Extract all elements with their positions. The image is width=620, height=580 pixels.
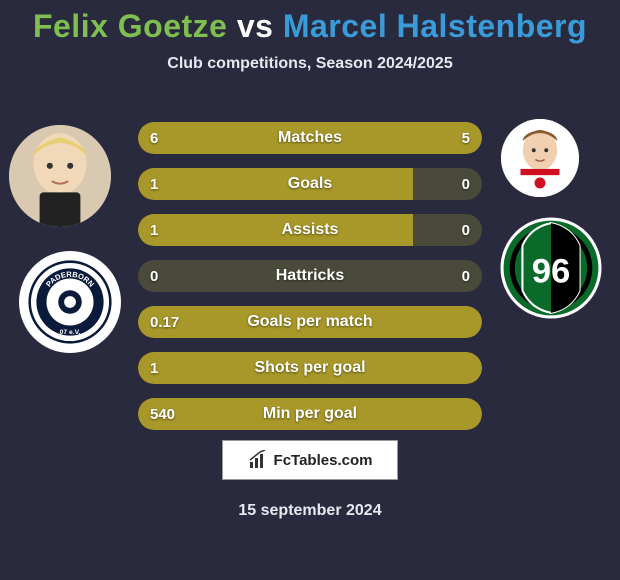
stat-label: Goals (138, 175, 482, 193)
stat-label: Goals per match (138, 313, 482, 331)
title-player2: Marcel Halstenberg (283, 8, 587, 44)
stat-row: 1Shots per goal (138, 352, 482, 384)
stat-row: 6Matches5 (138, 122, 482, 154)
hannover96-badge-icon: 96 (500, 217, 602, 319)
stat-label: Shots per goal (138, 359, 482, 377)
player1-avatar (9, 125, 111, 227)
page-title: Felix Goetze vs Marcel Halstenberg (0, 0, 620, 45)
stat-label: Assists (138, 221, 482, 239)
stat-value-right: 0 (462, 268, 470, 285)
paderborn-badge-icon: SC PADERBORN 07 e.V. (28, 260, 112, 344)
brand-chart-icon (248, 450, 268, 470)
player2-face-icon (501, 119, 579, 197)
stat-value-right: 0 (462, 222, 470, 239)
subtitle: Club competitions, Season 2024/2025 (0, 55, 620, 73)
stat-value-right: 0 (462, 176, 470, 193)
stats-container: 6Matches51Goals01Assists00Hattricks00.17… (138, 122, 482, 444)
svg-text:07 e.V.: 07 e.V. (60, 329, 81, 336)
stat-label: Matches (138, 129, 482, 147)
brand-text: FcTables.com (274, 452, 373, 469)
stat-value-right: 5 (462, 130, 470, 147)
stat-row: 1Assists0 (138, 214, 482, 246)
player2-avatar (501, 119, 579, 197)
player2-club-badge: 96 (500, 217, 602, 319)
date-text: 15 september 2024 (0, 502, 620, 520)
stat-label: Hattricks (138, 267, 482, 285)
stat-row: 1Goals0 (138, 168, 482, 200)
stat-row: 0Hattricks0 (138, 260, 482, 292)
stat-row: 0.17Goals per match (138, 306, 482, 338)
player1-face-icon (9, 125, 111, 227)
svg-text:96: 96 (532, 252, 571, 290)
player1-club-badge: SC PADERBORN 07 e.V. (19, 251, 121, 353)
title-player1: Felix Goetze (33, 8, 228, 44)
title-vs: vs (237, 8, 274, 44)
stat-row: 540Min per goal (138, 398, 482, 430)
stat-label: Min per goal (138, 405, 482, 423)
brand-box: FcTables.com (222, 440, 398, 480)
